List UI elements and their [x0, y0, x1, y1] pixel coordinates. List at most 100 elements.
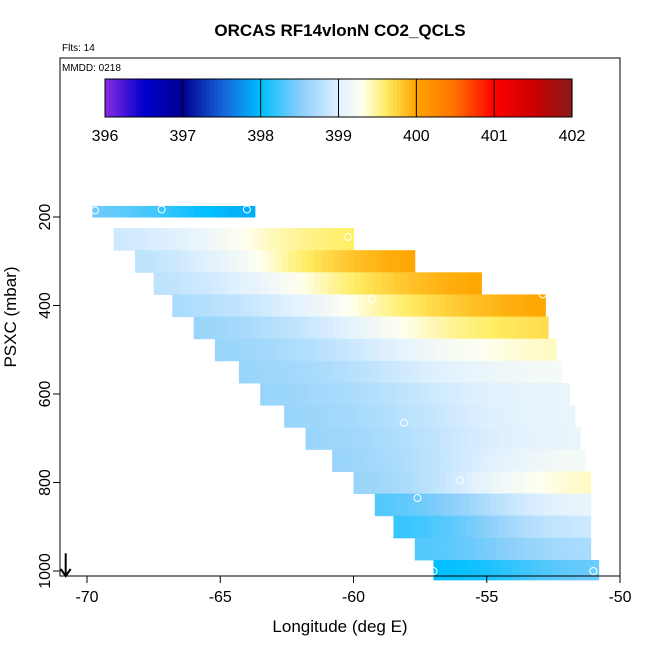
heatmap-cell: [218, 294, 227, 318]
heatmap-cell: [393, 360, 401, 384]
heatmap-cell: [408, 338, 417, 362]
heatmap-cell: [509, 493, 517, 517]
heatmap-cell: [476, 493, 484, 517]
heatmap-cell: [92, 205, 100, 218]
heatmap-cell: [578, 449, 586, 472]
x-tick-label: -50: [608, 589, 631, 606]
heatmap-cell: [287, 272, 295, 295]
heatmap-cell: [334, 250, 343, 273]
heatmap-cell: [478, 294, 486, 318]
heatmap-cell: [305, 427, 313, 450]
heatmap-cell: [166, 228, 175, 251]
heatmap-cell: [508, 382, 517, 406]
heatmap-cell: [498, 471, 506, 495]
heatmap-cell: [234, 250, 243, 273]
heatmap-cell: [248, 338, 256, 362]
heatmap-cell: [326, 360, 334, 384]
heatmap-cell: [584, 515, 592, 539]
colorbar-cell: [428, 79, 433, 117]
heatmap-cell: [233, 272, 242, 295]
heatmap-cell: [415, 493, 423, 517]
heatmap-cell: [281, 250, 289, 273]
heatmap-cell: [374, 250, 382, 273]
heatmap-cell: [288, 338, 296, 362]
heatmap-cell: [454, 272, 462, 295]
colorbar-cell: [494, 79, 499, 117]
heatmap-cell: [265, 360, 273, 384]
colorbar-cell: [248, 79, 254, 117]
colorbar-cell: [303, 79, 308, 117]
heatmap-cell: [466, 559, 474, 581]
heatmap-cell: [559, 427, 568, 450]
heatmap-cell: [408, 250, 416, 273]
heatmap-cell: [315, 338, 323, 362]
colorbar-cell: [241, 79, 246, 117]
colorbar-cell: [276, 79, 281, 117]
heatmap-cell: [498, 515, 506, 539]
heatmap-cell: [399, 427, 407, 450]
heatmap-cell: [332, 427, 340, 450]
heatmap-cell: [455, 537, 463, 561]
heatmap-cell: [549, 382, 557, 406]
heatmap-cell: [566, 427, 574, 450]
heatmap-cell: [466, 427, 474, 450]
heatmap-cell: [394, 272, 402, 295]
heatmap-cell: [465, 449, 473, 472]
heatmap-cell: [227, 272, 235, 295]
heatmap-cell: [366, 471, 374, 495]
heatmap-cell: [419, 515, 427, 539]
heatmap-cell: [126, 228, 135, 251]
heatmap-cell: [247, 316, 255, 340]
heatmap-cell: [328, 338, 336, 362]
heatmap-cell: [462, 405, 470, 428]
heatmap-cell: [408, 493, 416, 517]
heatmap-cell: [332, 449, 340, 472]
colorbar-tick-label: 399: [325, 128, 352, 145]
heatmap-cell: [455, 338, 463, 362]
heatmap-cell: [533, 427, 541, 450]
heatmap-cell: [306, 228, 315, 251]
colorbar-cell: [206, 79, 211, 117]
heatmap-cell: [485, 471, 493, 495]
heatmap-cell: [153, 205, 161, 218]
colorbar-cell: [287, 79, 293, 117]
heatmap-cell: [458, 294, 466, 318]
heatmap-cell: [428, 338, 437, 362]
colorbar-cell: [381, 79, 386, 117]
heatmap-cell: [465, 294, 473, 318]
y-axis-label: PSXC (mbar): [1, 266, 20, 367]
heatmap-cell: [193, 272, 201, 295]
heatmap-cell: [393, 515, 401, 539]
heatmap-cell: [279, 360, 287, 384]
heatmap-cell: [515, 405, 523, 428]
heatmap-cell: [518, 294, 526, 318]
heatmap-cell: [119, 205, 127, 218]
colorbar: 396 397 398 399 400 401 402: [92, 78, 585, 145]
heatmap-cell: [475, 537, 483, 561]
heatmap-cell: [532, 559, 540, 581]
heatmap-cell: [525, 559, 534, 581]
heatmap-cell: [455, 493, 464, 517]
colorbar-cell: [245, 79, 250, 117]
heatmap-cell: [240, 228, 248, 251]
heatmap-cell: [185, 294, 193, 318]
heatmap-cell: [389, 405, 397, 428]
heatmap-cell: [400, 515, 408, 539]
heatmap-cell: [435, 493, 443, 517]
heatmap-cell: [352, 427, 360, 450]
heatmap-cell: [232, 294, 240, 318]
heatmap-cell: [220, 272, 228, 295]
heatmap-cell: [312, 427, 320, 450]
heatmap-cell: [500, 360, 509, 384]
heatmap-cell: [214, 250, 223, 273]
heatmap-cell: [260, 382, 268, 406]
y-tick-label: 400: [37, 292, 54, 319]
heatmap-cell: [238, 294, 247, 318]
heatmap-cell: [487, 360, 495, 384]
heatmap-cell: [465, 471, 473, 495]
heatmap-cell: [467, 316, 475, 340]
colorbar-cell: [140, 79, 145, 117]
heatmap-cell: [553, 427, 561, 450]
heatmap-cell: [434, 382, 443, 406]
heatmap-cell: [126, 205, 134, 218]
